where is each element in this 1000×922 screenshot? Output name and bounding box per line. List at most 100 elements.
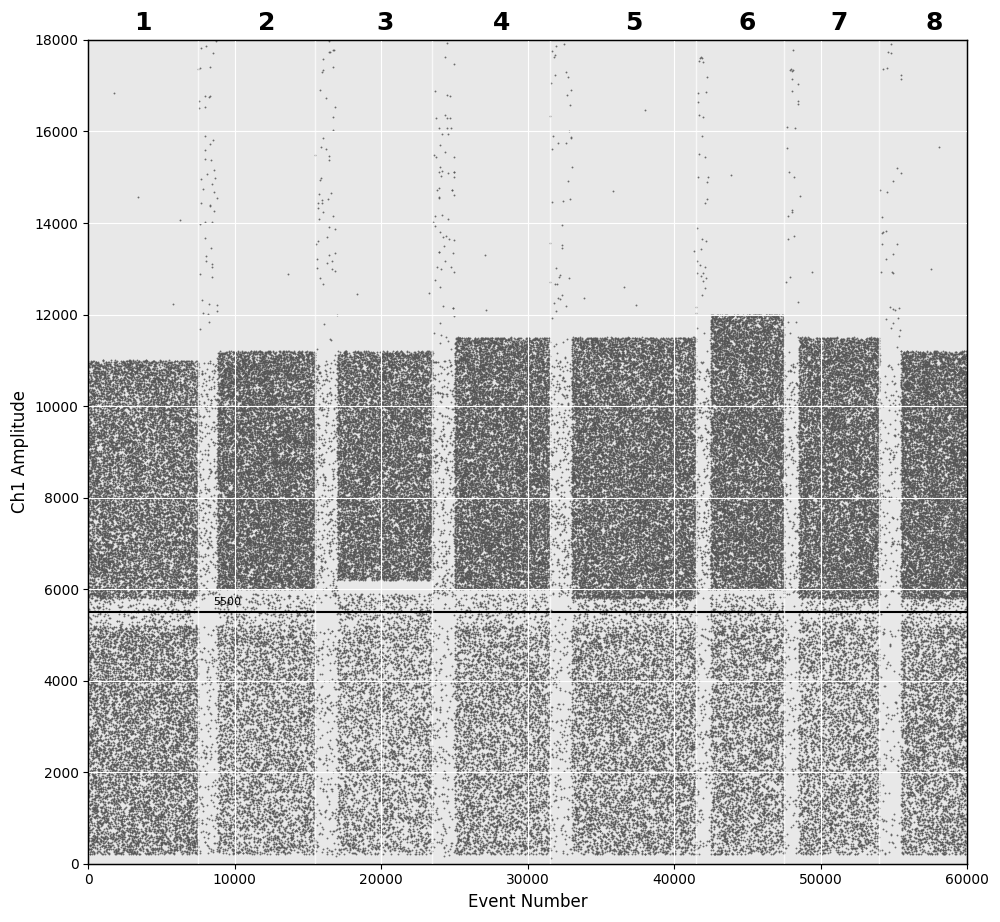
Point xyxy=(502,796,518,810)
Point xyxy=(639,585,655,600)
Point xyxy=(843,449,859,464)
Point xyxy=(487,353,503,368)
Point xyxy=(846,762,862,777)
Point xyxy=(123,367,139,382)
Point xyxy=(140,523,156,538)
Point xyxy=(807,457,823,472)
Point xyxy=(156,443,172,458)
Point xyxy=(187,644,203,658)
Point xyxy=(470,518,486,533)
Point xyxy=(646,354,662,369)
Point xyxy=(510,684,526,699)
Point xyxy=(235,652,251,667)
Point xyxy=(905,381,921,396)
Point xyxy=(709,578,725,593)
Point xyxy=(259,409,275,424)
Point xyxy=(591,538,607,552)
Point xyxy=(174,760,190,774)
Point xyxy=(266,567,282,582)
Point xyxy=(179,404,195,419)
Point xyxy=(597,514,613,528)
Point xyxy=(896,628,912,643)
Point xyxy=(118,485,134,500)
Point xyxy=(835,398,851,413)
Point xyxy=(153,479,169,493)
Point xyxy=(959,733,975,748)
Point xyxy=(488,379,504,394)
Point xyxy=(485,799,501,814)
Point xyxy=(859,460,875,475)
Point xyxy=(294,575,310,590)
Point xyxy=(775,427,791,442)
Point xyxy=(707,312,723,326)
Point xyxy=(498,405,514,420)
Point xyxy=(223,542,239,557)
Point xyxy=(610,477,626,491)
Point xyxy=(120,623,136,638)
Point xyxy=(671,607,687,621)
Point xyxy=(708,329,724,344)
Point xyxy=(619,407,635,421)
Point xyxy=(627,442,643,456)
Point xyxy=(592,673,608,688)
Point xyxy=(773,774,789,788)
Point xyxy=(856,449,872,464)
Point xyxy=(653,395,669,409)
Point xyxy=(655,576,671,591)
Point xyxy=(572,462,588,477)
Point xyxy=(906,369,922,384)
Point xyxy=(137,384,153,399)
Point xyxy=(728,789,744,804)
Point xyxy=(352,556,368,571)
Point xyxy=(643,676,659,691)
Point xyxy=(902,563,918,578)
Point xyxy=(614,544,630,559)
Point xyxy=(135,766,151,781)
Point xyxy=(676,499,692,514)
Point xyxy=(718,349,734,364)
Point xyxy=(321,545,337,560)
Point xyxy=(804,538,820,552)
Point xyxy=(772,487,788,502)
Point xyxy=(161,414,177,429)
Point xyxy=(830,658,846,673)
Point xyxy=(112,511,128,526)
Point xyxy=(828,713,844,727)
Point xyxy=(297,743,313,758)
Point xyxy=(392,610,408,625)
Point xyxy=(397,398,413,413)
Point xyxy=(926,499,942,514)
Point xyxy=(939,526,955,540)
Point xyxy=(663,745,679,760)
Point xyxy=(297,356,313,371)
Point xyxy=(815,821,831,835)
Point xyxy=(467,528,483,543)
Point xyxy=(677,397,693,412)
Point xyxy=(469,367,485,382)
Point xyxy=(346,805,362,820)
Point xyxy=(703,491,719,505)
Point xyxy=(336,484,352,499)
Point xyxy=(215,483,231,498)
Point xyxy=(508,411,524,426)
Point xyxy=(909,676,925,691)
Point xyxy=(534,737,550,751)
Point xyxy=(728,522,744,537)
Point xyxy=(830,368,846,383)
Point xyxy=(946,525,962,539)
Point xyxy=(252,652,268,667)
Point xyxy=(737,340,753,355)
Point xyxy=(115,644,131,658)
Point xyxy=(599,512,615,526)
Point xyxy=(936,417,952,431)
Point xyxy=(841,333,857,348)
Point xyxy=(618,487,634,502)
Point xyxy=(773,517,789,532)
Point xyxy=(825,372,841,386)
Point xyxy=(89,824,105,839)
Point xyxy=(219,523,235,538)
Point xyxy=(635,498,651,513)
Point xyxy=(749,486,765,501)
Point xyxy=(732,711,748,726)
Point xyxy=(645,646,661,661)
